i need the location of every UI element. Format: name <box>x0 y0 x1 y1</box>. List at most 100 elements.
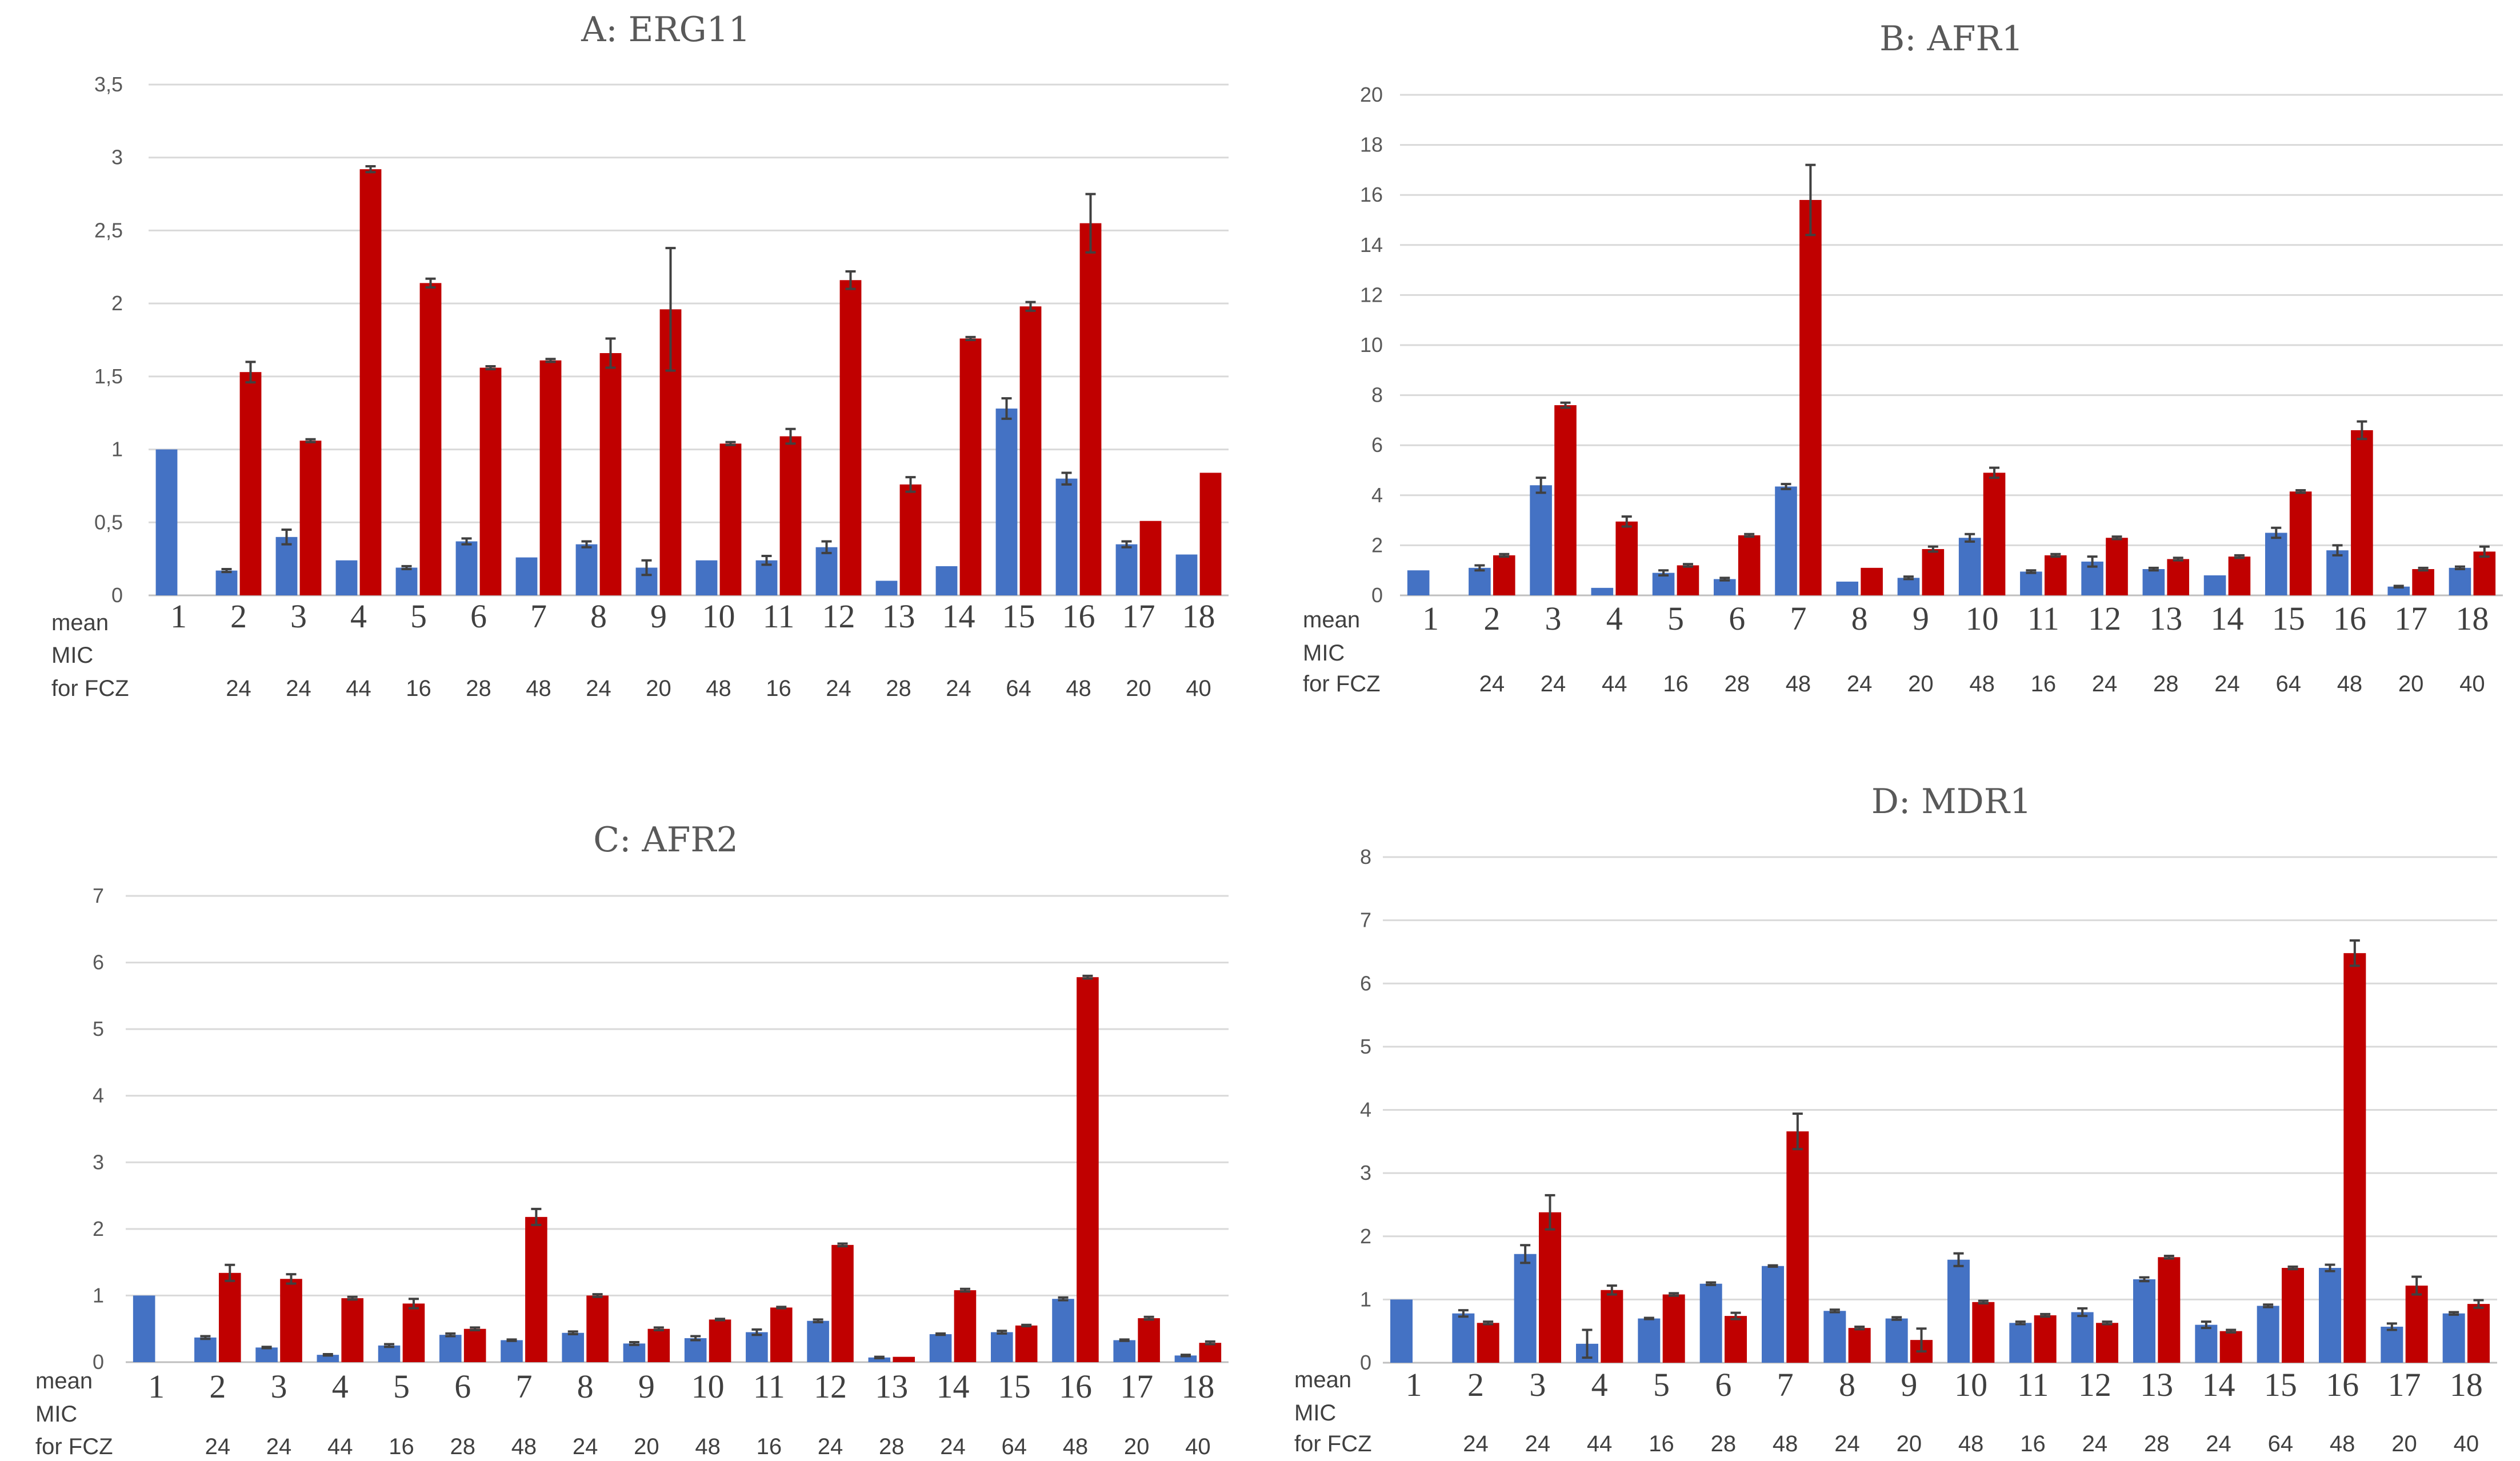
mic-value-label: 28 <box>1724 671 1750 697</box>
y-tick-label: 4 <box>1371 483 1383 507</box>
error-bar <box>2332 544 2343 557</box>
x-tick-label: 5 <box>393 1368 410 1405</box>
x-tick-label: 1 <box>1422 600 1439 637</box>
x-tick-label: 17 <box>1122 598 1155 635</box>
mic-value-label: 20 <box>634 1434 659 1459</box>
error-bar <box>1781 483 1791 490</box>
error-bar <box>1499 553 1510 558</box>
mic-row-label: for FCZ <box>1303 671 1381 697</box>
x-tick-label: 1 <box>170 598 187 635</box>
y-tick-label: 14 <box>1360 233 1383 257</box>
error-bar <box>485 365 496 371</box>
bar-series2 <box>709 1319 731 1362</box>
bar-series2 <box>280 1279 302 1362</box>
error-bar <box>1119 1338 1130 1342</box>
x-tick-label: 3 <box>290 598 307 635</box>
error-bar <box>2040 1312 2051 1318</box>
bar-series1 <box>1699 1283 1722 1363</box>
error-bar <box>2050 553 2061 558</box>
mic-value-label: 20 <box>2391 1431 2417 1456</box>
error-bar <box>1989 466 2000 479</box>
x-tick-label: 11 <box>2017 1366 2049 1403</box>
x-tick-label: 15 <box>2264 1366 2297 1403</box>
x-tick-label: 3 <box>1529 1366 1546 1403</box>
error-bar <box>1143 1315 1154 1321</box>
x-tick-label: 16 <box>2333 600 2366 637</box>
error-bar <box>1854 1325 1865 1331</box>
x-tick-label: 12 <box>822 598 855 635</box>
mic-row-label: mean <box>1294 1367 1351 1392</box>
error-bar <box>2479 545 2490 558</box>
mic-value-label: 24 <box>573 1434 598 1459</box>
error-bar <box>1535 477 1546 494</box>
x-tick-label: 7 <box>530 598 547 635</box>
mic-value-label: 20 <box>1124 1434 1150 1459</box>
bar-series1 <box>1115 544 1138 595</box>
y-tick-label: 4 <box>1360 1098 1371 1122</box>
mic-value-label: 16 <box>406 676 431 701</box>
error-bar <box>531 1207 542 1226</box>
mic-value-label: 24 <box>266 1434 292 1459</box>
y-tick-label: 6 <box>1371 433 1383 457</box>
bar-series2 <box>1554 405 1577 595</box>
mic-value-label: 28 <box>886 676 911 701</box>
bar-series1 <box>1052 1299 1074 1362</box>
error-bar <box>1560 401 1571 409</box>
bar-series1 <box>1174 1355 1197 1362</box>
bar-series1 <box>1775 486 1797 595</box>
bar-series2 <box>599 353 622 595</box>
mic-value-label: 40 <box>2454 1431 2479 1456</box>
bar-series2 <box>770 1307 793 1362</box>
error-bar <box>1916 1327 1927 1353</box>
bar-series1 <box>1407 570 1430 595</box>
mic-value-label: 24 <box>286 676 311 701</box>
y-tick-label: 0 <box>1371 583 1383 607</box>
bar-series1 <box>1055 478 1078 595</box>
bar-series1 <box>815 547 838 595</box>
mic-value-label: 48 <box>2337 671 2363 697</box>
y-tick-label: 1 <box>93 1283 104 1307</box>
bar-series2 <box>954 1290 977 1362</box>
mic-value-label: 40 <box>2459 671 2485 697</box>
error-bar <box>1706 1281 1717 1286</box>
bar-series2 <box>1725 1316 1747 1363</box>
mic-value-label: 16 <box>2020 1431 2046 1456</box>
bar-series1 <box>378 1345 401 1362</box>
x-tick-label: 13 <box>2140 1366 2173 1403</box>
error-bar <box>1669 1292 1679 1297</box>
error-bar <box>470 1326 481 1332</box>
chart-title: A: ERG11 <box>581 10 750 50</box>
x-tick-label: 4 <box>350 598 367 635</box>
x-tick-label: 10 <box>1954 1366 1987 1403</box>
error-bar <box>2411 1275 2422 1296</box>
x-tick-label: 18 <box>1181 1368 1214 1405</box>
mic-value-label: 48 <box>511 1434 537 1459</box>
x-tick-label: 8 <box>1839 1366 1855 1403</box>
y-tick-label: 1 <box>111 438 123 461</box>
error-bar <box>813 1318 823 1324</box>
x-tick-label: 6 <box>454 1368 471 1405</box>
bar-series2 <box>2289 491 2312 595</box>
error-bar <box>1730 1311 1741 1320</box>
bar-series2 <box>1799 199 1822 596</box>
x-tick-label: 6 <box>470 598 487 635</box>
mic-row-label: for FCZ <box>51 676 129 701</box>
y-tick-label: 3,5 <box>94 73 123 96</box>
mic-value-label: 20 <box>1908 671 1934 697</box>
bar-series2 <box>2282 1268 2304 1363</box>
bar-series2 <box>647 1328 670 1362</box>
mic-value-label: 16 <box>2031 671 2057 697</box>
bar-series2 <box>1738 535 1761 595</box>
bar-series2 <box>525 1216 547 1362</box>
error-bar <box>2473 1299 2484 1309</box>
bar-series1 <box>1452 1313 1475 1363</box>
error-bar <box>2226 1328 2237 1334</box>
x-tick-label: 5 <box>1653 1366 1670 1403</box>
error-bar <box>245 361 256 384</box>
error-bar <box>965 335 976 341</box>
mic-value-label: 24 <box>226 676 251 701</box>
error-bar <box>200 1335 211 1340</box>
mic-value-label: 44 <box>346 676 371 701</box>
